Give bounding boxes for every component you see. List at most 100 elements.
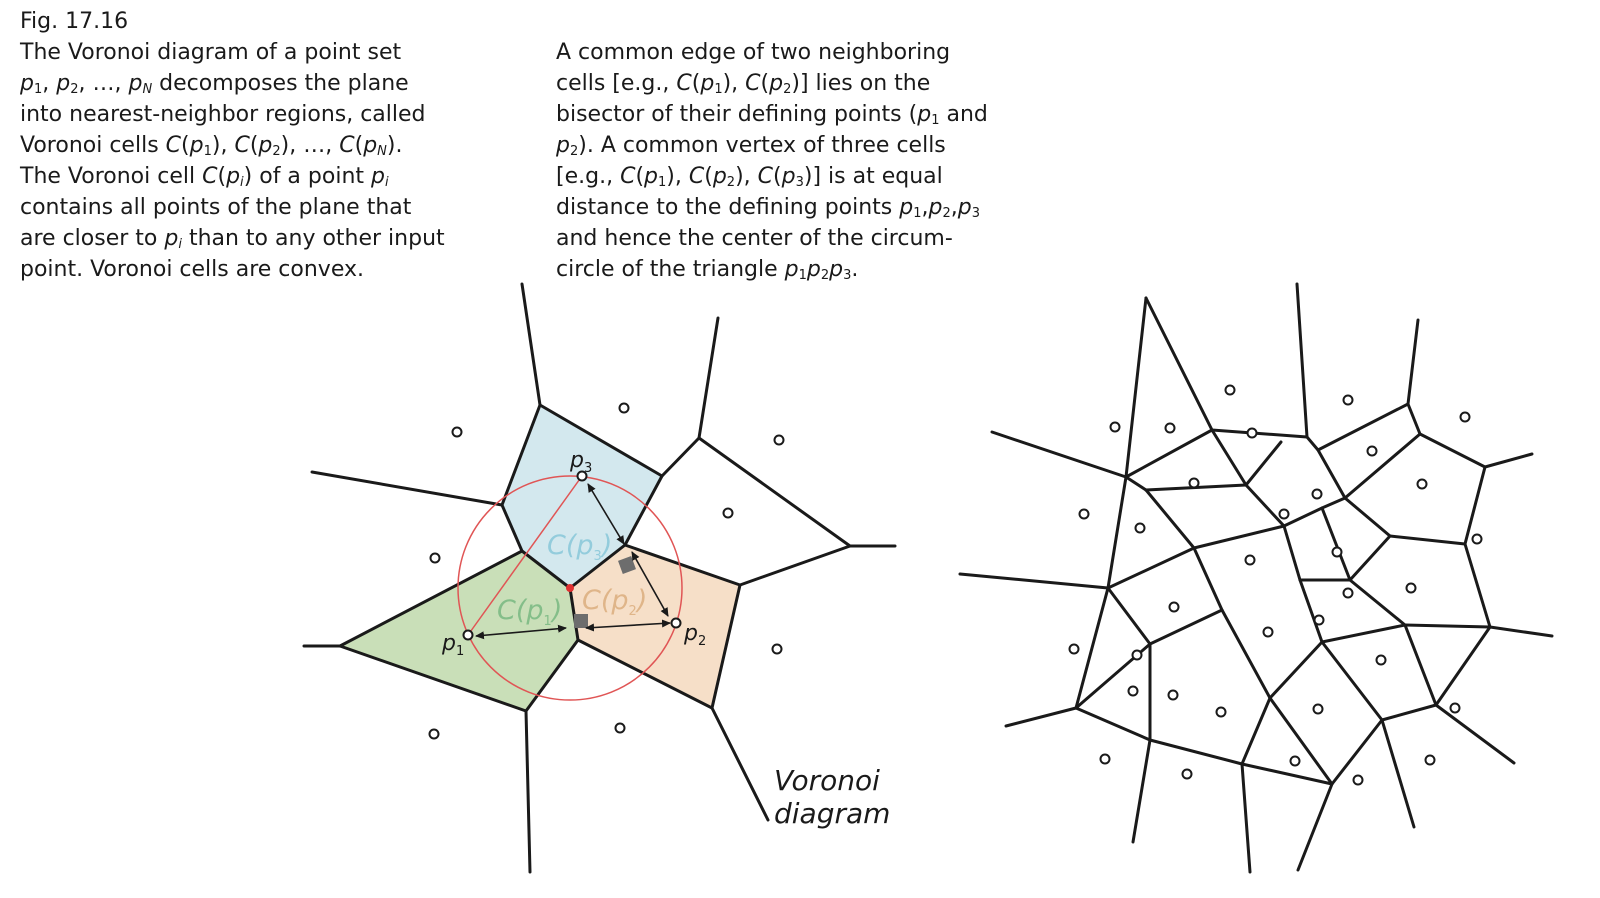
caption-left: The Voronoi diagram of a point set p1, p… xyxy=(20,37,445,285)
site-point xyxy=(1449,702,1461,714)
voronoi-edge xyxy=(1406,318,1420,406)
caption-right-line-7: and hence the center of the circum- xyxy=(556,226,953,251)
site-p2 xyxy=(670,617,682,629)
voronoi-full-diagram xyxy=(958,282,1554,874)
voronoi-edge xyxy=(1343,432,1422,500)
voronoi-edge xyxy=(1320,640,1384,722)
site-point xyxy=(1181,768,1193,780)
voronoi-edge xyxy=(1380,718,1416,829)
voronoi-edge xyxy=(1298,578,1324,644)
voronoi-edge xyxy=(660,436,701,478)
site-point xyxy=(722,507,734,519)
voronoi-edge xyxy=(524,638,580,713)
site-point xyxy=(451,426,463,438)
distance-arrow xyxy=(475,624,567,640)
right-angle-marker xyxy=(618,556,636,574)
voronoi-edge xyxy=(1148,608,1224,646)
point-label-p1: p1 xyxy=(441,631,464,659)
caption-right-line-5: [e.g., C(p1), C(p2), C(p3)] is at equal xyxy=(556,164,943,190)
caption-right-line-2: cells [e.g., C(p1), C(p2)] lies on the xyxy=(556,71,931,97)
site-point xyxy=(1131,649,1143,661)
site-point xyxy=(1312,703,1324,715)
voronoi-edge xyxy=(1348,534,1392,582)
voronoi-edge xyxy=(524,709,532,874)
right-angle-marker xyxy=(574,614,588,628)
voronoi-edge xyxy=(500,503,524,553)
voronoi-edge xyxy=(710,706,770,822)
voronoi-edge xyxy=(1106,546,1196,590)
voronoi-detail-diagram: C(p3) C(p1) C(p2) p3 p1 p2 xyxy=(302,282,897,874)
site-point xyxy=(1366,445,1378,457)
site-point xyxy=(1134,522,1146,534)
caption-right-line-1: A common edge of two neighboring xyxy=(556,40,951,65)
site-point xyxy=(1331,546,1343,558)
site-point xyxy=(614,722,626,734)
caption-right-line-3: bisector of their defining points (p1 an… xyxy=(556,102,988,128)
caption-left-line-6: contains all points of the plane that xyxy=(20,195,412,220)
figure-number: Fig. 17.16 xyxy=(20,9,129,34)
voronoi-edge xyxy=(538,403,664,478)
caption-left-line-3: into nearest-neighbor regions, called xyxy=(20,102,426,127)
voronoi-edge xyxy=(697,316,720,440)
site-point xyxy=(1078,508,1090,520)
voronoi-edge xyxy=(1124,475,1148,492)
voronoi-vertex-marker xyxy=(566,584,574,592)
voronoi-edge xyxy=(520,282,542,407)
voronoi-edge xyxy=(1348,578,1407,627)
circumcircle xyxy=(457,475,683,701)
site-point xyxy=(1099,753,1111,765)
caption-right-line-6: distance to the defining points p1,p2,p3 xyxy=(556,195,981,221)
site-point xyxy=(1215,706,1227,718)
site-point xyxy=(1313,614,1325,626)
voronoi-edge xyxy=(990,430,1128,479)
voronoi-edge xyxy=(1282,524,1302,582)
cell-p1 xyxy=(340,551,578,711)
caption-left-line-2: p1, p2, …, pN decomposes the plane xyxy=(20,71,409,97)
site-point xyxy=(1278,508,1290,520)
voronoi-edge xyxy=(576,638,714,710)
site-point xyxy=(771,643,783,655)
caption-left-line-8: point. Voronoi cells are convex. xyxy=(20,257,364,282)
voronoi-edge xyxy=(1483,452,1534,469)
caption-left-line-5: The Voronoi cell C(pi) of a point pi xyxy=(20,164,389,190)
site-point xyxy=(1224,384,1236,396)
voronoi-edge xyxy=(1488,625,1554,638)
site-point xyxy=(1188,477,1200,489)
voronoi-edge xyxy=(1296,782,1334,872)
voronoi-edge xyxy=(1144,488,1196,550)
site-point xyxy=(428,728,440,740)
site-point xyxy=(1109,421,1121,433)
voronoi-edge xyxy=(958,572,1110,590)
distance-arrow xyxy=(587,483,625,545)
site-point xyxy=(1405,582,1417,594)
site-point xyxy=(1375,654,1387,666)
site-point xyxy=(1352,774,1364,786)
site-point xyxy=(1262,626,1274,638)
voronoi-edge xyxy=(1282,506,1324,528)
site-point xyxy=(429,552,441,564)
voronoi-edge xyxy=(1220,608,1272,700)
site-p1 xyxy=(462,629,474,641)
site-point xyxy=(1459,411,1471,423)
voronoi-edge xyxy=(623,474,664,547)
voronoi-edge xyxy=(1320,506,1352,582)
voronoi-edge xyxy=(1316,448,1347,500)
caption-right: A common edge of two neighboring cells [… xyxy=(556,37,988,285)
voronoi-edge xyxy=(1434,703,1516,765)
caption-left-line-4: Voronoi cells C(p1), C(p2), …, C(pN). xyxy=(20,133,403,159)
voronoi-edge xyxy=(1403,623,1438,707)
voronoi-edge xyxy=(1268,640,1324,700)
distance-arrow xyxy=(631,551,669,617)
caption-left-line-7: are closer to pi than to any other input xyxy=(20,226,445,252)
site-point xyxy=(1416,478,1428,490)
site-point xyxy=(1342,587,1354,599)
site-point xyxy=(1244,554,1256,566)
site-point xyxy=(1164,422,1176,434)
triangle-edge-p1-p3 xyxy=(467,475,583,636)
voronoi-edge xyxy=(1343,496,1392,538)
voronoi-edge xyxy=(1240,762,1252,874)
voronoi-edge xyxy=(1131,738,1152,844)
voronoi-edges xyxy=(958,282,1554,874)
voronoi-edge xyxy=(1004,706,1078,728)
voronoi-edge xyxy=(1240,696,1272,766)
